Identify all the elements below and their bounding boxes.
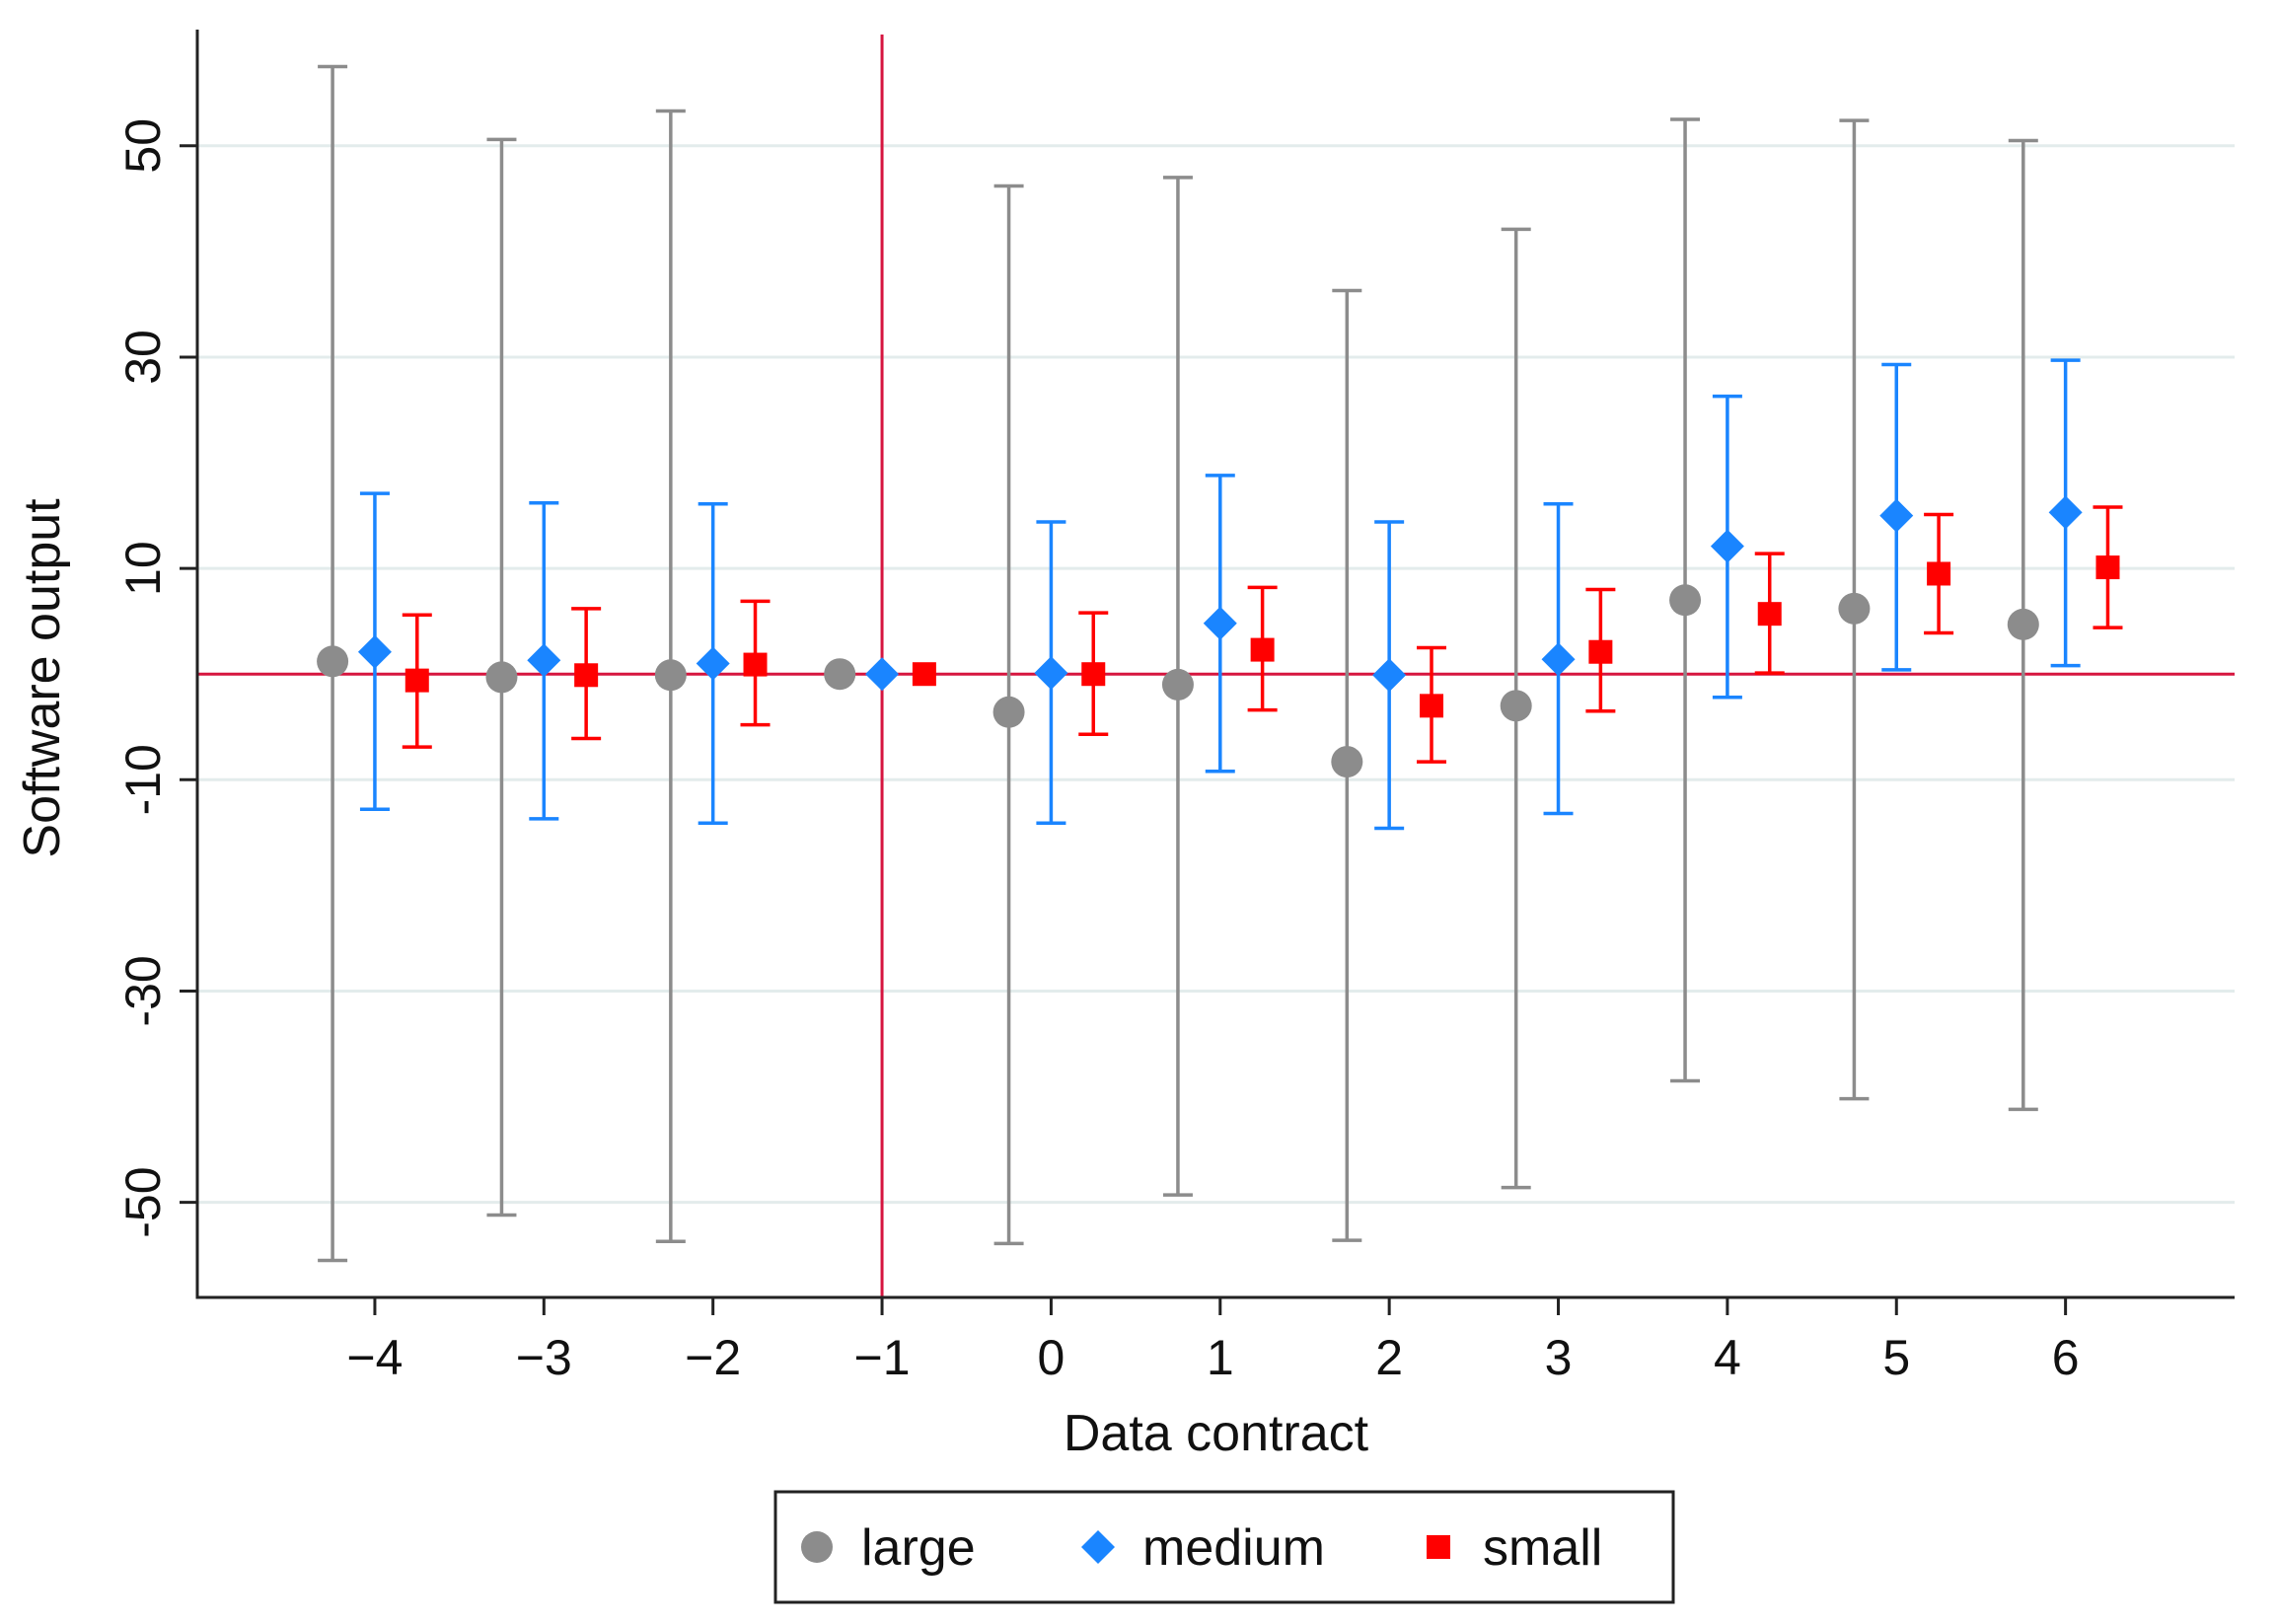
legend-label-medium: medium xyxy=(1142,1519,1325,1577)
legend-label-large: large xyxy=(861,1519,976,1577)
point-large xyxy=(317,645,349,678)
point-large xyxy=(1838,592,1871,625)
x-tick-label: 0 xyxy=(1038,1330,1066,1385)
point-small xyxy=(1757,602,1782,627)
point-estimates xyxy=(317,495,2120,778)
point-large xyxy=(992,696,1025,728)
gridlines xyxy=(197,144,2235,1205)
y-tick-label: 50 xyxy=(115,118,171,174)
legend-item-large: large xyxy=(801,1519,976,1577)
legend-item-medium: medium xyxy=(1081,1519,1325,1577)
legend-label-small: small xyxy=(1483,1519,1602,1577)
x-tick-label: 6 xyxy=(2052,1330,2080,1385)
x-tick-label: −2 xyxy=(685,1330,741,1385)
point-medium xyxy=(1034,656,1068,691)
point-medium xyxy=(1203,606,1237,640)
y-tick-label: -50 xyxy=(115,1166,171,1237)
legend-box xyxy=(773,1490,1675,1604)
y-tick-label: -10 xyxy=(115,744,171,815)
legend-marker-large xyxy=(801,1531,833,1563)
point-medium xyxy=(1710,529,1744,563)
point-large xyxy=(485,661,518,694)
point-small xyxy=(574,663,599,688)
point-medium xyxy=(865,657,900,692)
legend: large medium small xyxy=(773,1490,1675,1604)
point-medium xyxy=(696,646,730,681)
y-tick-label: 30 xyxy=(115,330,171,385)
x-tick-label: −3 xyxy=(516,1330,572,1385)
point-medium xyxy=(527,643,561,678)
point-medium xyxy=(357,634,392,669)
point-large xyxy=(1669,584,1702,617)
point-small xyxy=(912,662,936,687)
x-tick-label: 5 xyxy=(1882,1330,1910,1385)
axes xyxy=(180,30,2235,1315)
point-large xyxy=(1500,690,1532,722)
point-small xyxy=(1927,561,1951,586)
point-large xyxy=(654,659,687,692)
point-medium xyxy=(1879,498,1914,533)
y-tick-label: -30 xyxy=(115,955,171,1026)
x-tick-label: 3 xyxy=(1545,1330,1573,1385)
point-large xyxy=(824,658,856,691)
point-large xyxy=(2007,608,2039,640)
x-tick-label: −4 xyxy=(346,1330,403,1385)
point-large xyxy=(1331,746,1363,778)
x-tick-label: 1 xyxy=(1207,1330,1234,1385)
point-medium xyxy=(2048,495,2083,530)
x-tick-label: 4 xyxy=(1714,1330,1741,1385)
point-small xyxy=(2095,555,2120,580)
point-small xyxy=(743,652,768,677)
point-medium xyxy=(1372,658,1407,693)
y-tick-label: 10 xyxy=(115,541,171,596)
y-axis-title: Software output xyxy=(14,498,71,858)
point-large xyxy=(1161,668,1194,701)
point-small xyxy=(1250,637,1275,662)
legend-item-small: small xyxy=(1427,1519,1602,1577)
point-small xyxy=(404,668,429,693)
x-tick-label: 2 xyxy=(1375,1330,1403,1385)
x-axis-title: Data contract xyxy=(1064,1405,1369,1462)
legend-marker-small xyxy=(1427,1535,1450,1559)
point-medium xyxy=(1541,642,1576,677)
point-small xyxy=(1081,662,1106,687)
legend-marker-medium xyxy=(1081,1530,1115,1564)
point-small xyxy=(1588,639,1613,664)
point-small xyxy=(1419,694,1443,718)
tick-labels: 50 30 10 -10 -30 -50 −4 −3 −2 −1 0 1 2 3 4 5 6 xyxy=(115,118,2080,1385)
x-tick-label: −1 xyxy=(854,1330,911,1385)
